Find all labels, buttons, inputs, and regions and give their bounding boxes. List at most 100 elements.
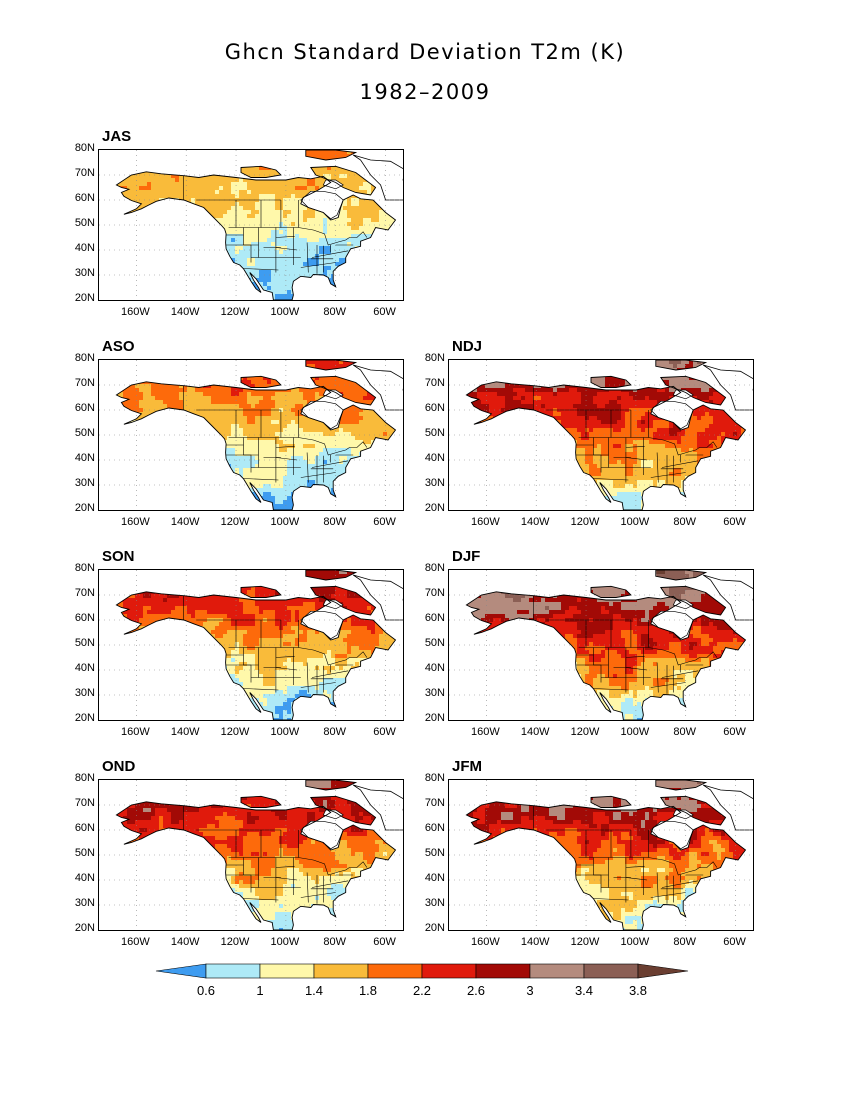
longitude-tick-label: 120W	[215, 306, 255, 318]
political-border	[578, 857, 718, 876]
greenland	[352, 364, 403, 411]
political-border	[661, 460, 699, 468]
political-border	[275, 656, 295, 658]
coastline	[115, 591, 397, 720]
political-border	[650, 892, 686, 898]
political-border	[593, 898, 629, 901]
political-border	[656, 872, 659, 903]
latitude-tick-label: 80N	[65, 772, 95, 784]
latitude-tick-label: 30N	[65, 897, 95, 909]
longitude-tick-label: 140W	[165, 726, 205, 738]
political-border	[300, 472, 336, 478]
longitude-tick-label: 120W	[565, 726, 605, 738]
bay-area	[322, 179, 344, 190]
season-label: JAS	[102, 128, 131, 145]
political-border	[625, 667, 648, 671]
political-border	[656, 662, 659, 693]
chart-title: Ghcn Standard Deviation T2m (K)	[0, 40, 850, 64]
latitude-tick-label: 50N	[415, 427, 445, 439]
colorbar: 0.6 1 1.4 1.8 2.2 2.6 3 3.4 3.8	[150, 962, 710, 1002]
latitude-tick-label: 60N	[415, 612, 445, 624]
longitude-tick-label: 80W	[665, 726, 705, 738]
bay-area	[322, 599, 344, 610]
chart-subtitle: 1982–2009	[0, 80, 850, 104]
political-border	[578, 647, 718, 666]
longitude-tick-label: 140W	[165, 936, 205, 948]
political-border	[656, 452, 659, 483]
longitude-tick-label: 100W	[265, 306, 305, 318]
latitude-tick-label: 50N	[65, 217, 95, 229]
political-border	[300, 262, 336, 268]
political-border	[243, 898, 279, 901]
latitude-tick-label: 70N	[65, 377, 95, 389]
bay-area	[322, 809, 344, 820]
colorbar-swatch	[313, 963, 369, 979]
latitude-tick-label: 70N	[415, 377, 445, 389]
latitude-tick-label: 30N	[65, 267, 95, 279]
greenland	[352, 154, 403, 201]
coastline	[115, 801, 397, 930]
political-border	[275, 877, 298, 881]
political-border	[228, 857, 368, 876]
longitude-tick-label: 140W	[515, 516, 555, 528]
political-border	[275, 866, 295, 868]
longitude-tick-label: 120W	[215, 726, 255, 738]
latitude-tick-label: 30N	[415, 477, 445, 489]
political-border	[306, 662, 309, 693]
map-svg	[99, 780, 403, 930]
latitude-tick-label: 60N	[415, 822, 445, 834]
longitude-tick-label: 60W	[715, 516, 755, 528]
latitude-tick-label: 70N	[65, 587, 95, 599]
longitude-tick-label: 160W	[115, 726, 155, 738]
latitude-tick-label: 80N	[65, 562, 95, 574]
longitude-tick-label: 100W	[615, 936, 655, 948]
latitude-tick-label: 50N	[65, 427, 95, 439]
longitude-tick-label: 60W	[365, 936, 405, 948]
map-panel-son: SON 80N 70N 60N 50N 40N 30N 20N 160W 140W 120W 100W…	[75, 548, 438, 764]
coastline	[655, 360, 708, 371]
colorbar-high-arrow	[637, 963, 689, 979]
political-border	[228, 227, 368, 246]
political-border	[625, 877, 648, 881]
latitude-tick-label: 20N	[65, 922, 95, 934]
political-border	[625, 457, 648, 461]
coastline	[305, 150, 358, 161]
coastline	[305, 570, 358, 581]
colorbar-tick-label: 1.4	[294, 983, 334, 998]
colorbar-swatch	[205, 963, 261, 979]
longitude-tick-label: 160W	[465, 516, 505, 528]
political-border	[625, 446, 645, 448]
coastline	[590, 585, 632, 598]
longitude-tick-label: 100W	[265, 516, 305, 528]
map-frame	[98, 149, 404, 301]
bay-area	[672, 809, 694, 820]
political-border	[228, 647, 368, 666]
longitude-tick-label: 60W	[365, 516, 405, 528]
latitude-tick-label: 80N	[65, 142, 95, 154]
longitude-tick-label: 80W	[315, 516, 355, 528]
longitude-tick-label: 80W	[665, 516, 705, 528]
longitude-tick-label: 80W	[315, 306, 355, 318]
political-border	[243, 268, 279, 271]
political-border	[300, 892, 336, 898]
latitude-tick-label: 30N	[415, 897, 445, 909]
longitude-tick-label: 160W	[115, 516, 155, 528]
map-panel-aso: ASO 80N 70N 60N 50N 40N 30N 20N 160W 140W 120W 100W…	[75, 338, 438, 554]
latitude-tick-label: 50N	[65, 637, 95, 649]
colorbar-tick-label: 3.8	[618, 983, 658, 998]
longitude-tick-label: 60W	[715, 726, 755, 738]
bay-area	[672, 389, 694, 400]
longitude-tick-label: 160W	[465, 936, 505, 948]
colorbar-tick-label: 0.6	[186, 983, 226, 998]
greenland	[702, 784, 753, 831]
coastline	[309, 795, 377, 826]
political-border	[311, 460, 349, 468]
political-border	[306, 242, 309, 273]
coastline	[465, 591, 747, 720]
map-svg	[449, 780, 753, 930]
latitude-tick-label: 40N	[65, 452, 95, 464]
colorbar-tick-label: 3	[510, 983, 550, 998]
coastline	[659, 795, 727, 826]
political-border	[228, 437, 368, 456]
political-border	[306, 452, 309, 483]
